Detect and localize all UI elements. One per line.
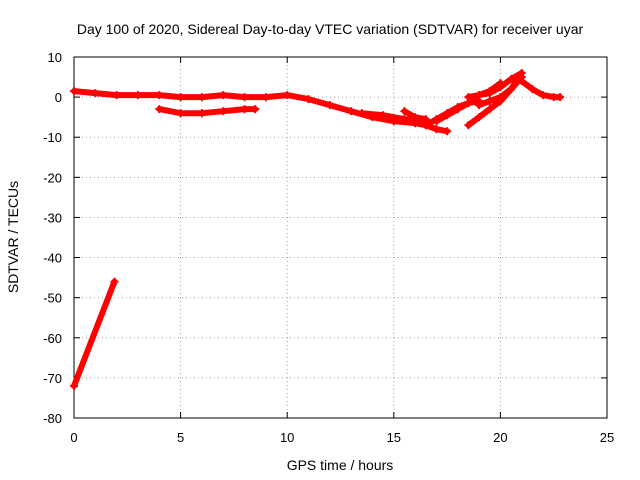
data-point (432, 117, 441, 126)
x-tick-label: 25 (600, 430, 614, 445)
y-tick-label: 0 (55, 90, 62, 105)
x-tick-label: 10 (280, 430, 294, 445)
x-axis-ticks: 0 5 10 15 20 25 (70, 57, 614, 445)
y-tick-label: -70 (43, 371, 62, 386)
data-point (411, 113, 420, 122)
data-point (475, 101, 484, 110)
data-point (464, 93, 473, 102)
data-point (400, 115, 409, 124)
y-tick-label: 10 (48, 50, 62, 65)
data-point (240, 105, 249, 114)
data-point (70, 381, 78, 390)
x-tick-label: 5 (177, 430, 184, 445)
y-tick-label: -80 (43, 411, 62, 426)
series-arc-2 (71, 88, 451, 135)
x-axis-label: GPS time / hours (287, 457, 394, 473)
data-point (453, 105, 462, 114)
data-point (421, 121, 430, 130)
chart-title: Day 100 of 2020, Sidereal Day-to-day VTE… (77, 21, 584, 37)
data-point (443, 127, 452, 136)
data-point (112, 91, 121, 100)
data-point (528, 85, 537, 94)
data-point (240, 93, 249, 102)
data-point (496, 79, 505, 88)
data-point (304, 95, 313, 104)
data-point (379, 111, 388, 120)
data-point (155, 105, 164, 114)
data-point (70, 87, 78, 96)
data-point (464, 121, 473, 130)
y-tick-label: -50 (43, 291, 62, 306)
series-arc-1 (71, 278, 118, 389)
data-point (485, 105, 494, 114)
y-tick-label: -10 (43, 130, 62, 145)
y-tick-label: -20 (43, 170, 62, 185)
y-axis-ticks: 10 0 -10 -20 -30 -40 -50 -60 -70 -80 (43, 50, 607, 426)
data-point (485, 87, 494, 96)
data-point (197, 109, 206, 118)
x-tick-label: 15 (387, 430, 401, 445)
data-point (496, 93, 505, 102)
data-point (507, 75, 516, 84)
data-point (251, 105, 260, 114)
data-point (432, 125, 441, 134)
data-point (283, 91, 292, 100)
data-point (400, 107, 409, 116)
y-tick-label: -40 (43, 251, 62, 266)
data-point (539, 91, 548, 100)
data-point (325, 101, 334, 110)
data-point (485, 97, 494, 106)
data-point (176, 93, 185, 102)
data-point (91, 89, 100, 98)
plot-frame (73, 56, 608, 419)
data-point (219, 91, 228, 100)
data-point (176, 109, 185, 118)
data-point (261, 93, 270, 102)
y-tick-label: -30 (43, 210, 62, 225)
data-point (197, 93, 206, 102)
y-tick-label: -60 (43, 331, 62, 346)
data-point (219, 107, 228, 116)
y-axis-label: SDTVAR / TECUs (5, 181, 21, 293)
series-layer (70, 69, 565, 390)
x-tick-label: 0 (70, 430, 77, 445)
data-point (556, 93, 565, 102)
data-point (475, 91, 484, 100)
data-point (133, 91, 142, 100)
data-point (507, 85, 516, 94)
data-point (110, 277, 119, 286)
data-point (155, 91, 164, 100)
x-tick-label: 20 (493, 430, 507, 445)
data-point (357, 109, 366, 118)
grid (74, 57, 607, 418)
data-point (443, 111, 452, 120)
data-point (517, 73, 526, 82)
data-point (475, 113, 484, 122)
data-point (347, 107, 356, 116)
